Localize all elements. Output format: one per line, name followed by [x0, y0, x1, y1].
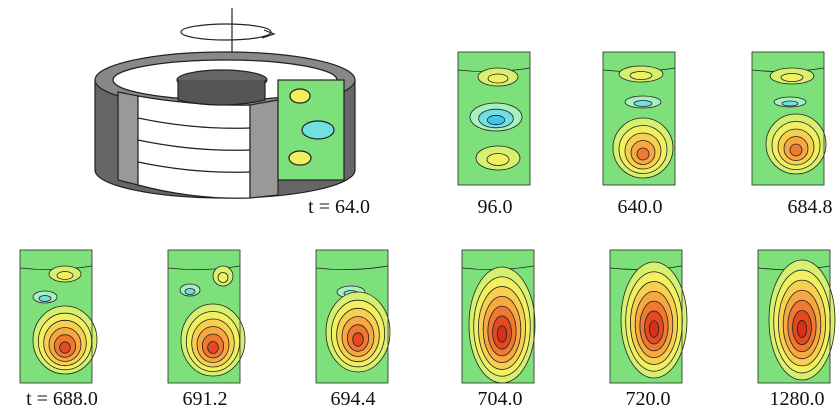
- contour: [781, 74, 803, 82]
- contour-panel: [610, 250, 687, 383]
- contour: [630, 72, 652, 80]
- contour: [497, 326, 506, 343]
- contour-panel: [603, 52, 675, 185]
- panel-label: 720.0: [626, 388, 671, 410]
- panel-label: 96.0: [478, 196, 513, 218]
- contour: [60, 342, 71, 353]
- panel-label: t = 688.0: [26, 388, 98, 410]
- contour: [39, 296, 51, 302]
- contour: [634, 101, 652, 107]
- panel-label: 691.2: [183, 388, 228, 410]
- contour: [487, 115, 504, 124]
- panel-label: 640.0: [618, 196, 663, 218]
- contour: [637, 148, 649, 160]
- contour-panel: [458, 52, 530, 185]
- contour: [185, 289, 195, 295]
- contour-panel: [758, 250, 835, 383]
- contour: [790, 144, 802, 156]
- contour-panel: [168, 250, 245, 383]
- panel-label: 694.4: [331, 388, 376, 410]
- contour: [488, 74, 508, 83]
- contour: [782, 101, 798, 106]
- figure: t = 64.0 96.0 640.0 684.8 t = 688.0 691.2 694.…: [0, 0, 840, 417]
- cylinder-illustration: [95, 8, 355, 198]
- panel-label: t = 64.0: [308, 196, 370, 218]
- contour: [208, 342, 219, 354]
- contour: [218, 273, 228, 283]
- contour-panel: [462, 250, 535, 383]
- contour-panel: [752, 52, 826, 185]
- contour: [797, 320, 806, 337]
- panel-labels: t = 64.0 96.0 640.0 684.8 t = 688.0 691.2 694.…: [26, 196, 832, 410]
- panel-label: 1280.0: [770, 388, 825, 410]
- contour: [353, 333, 364, 346]
- contour: [649, 321, 658, 338]
- panel-label: 684.8: [788, 196, 833, 218]
- contour: [57, 272, 73, 280]
- page: t = 64.0 96.0 640.0 684.8 t = 688.0 691.2 694.…: [0, 0, 840, 417]
- contour: [487, 154, 509, 166]
- contour-panel: [316, 250, 390, 383]
- contour-panel: [20, 250, 97, 383]
- panel-label: 704.0: [478, 388, 523, 410]
